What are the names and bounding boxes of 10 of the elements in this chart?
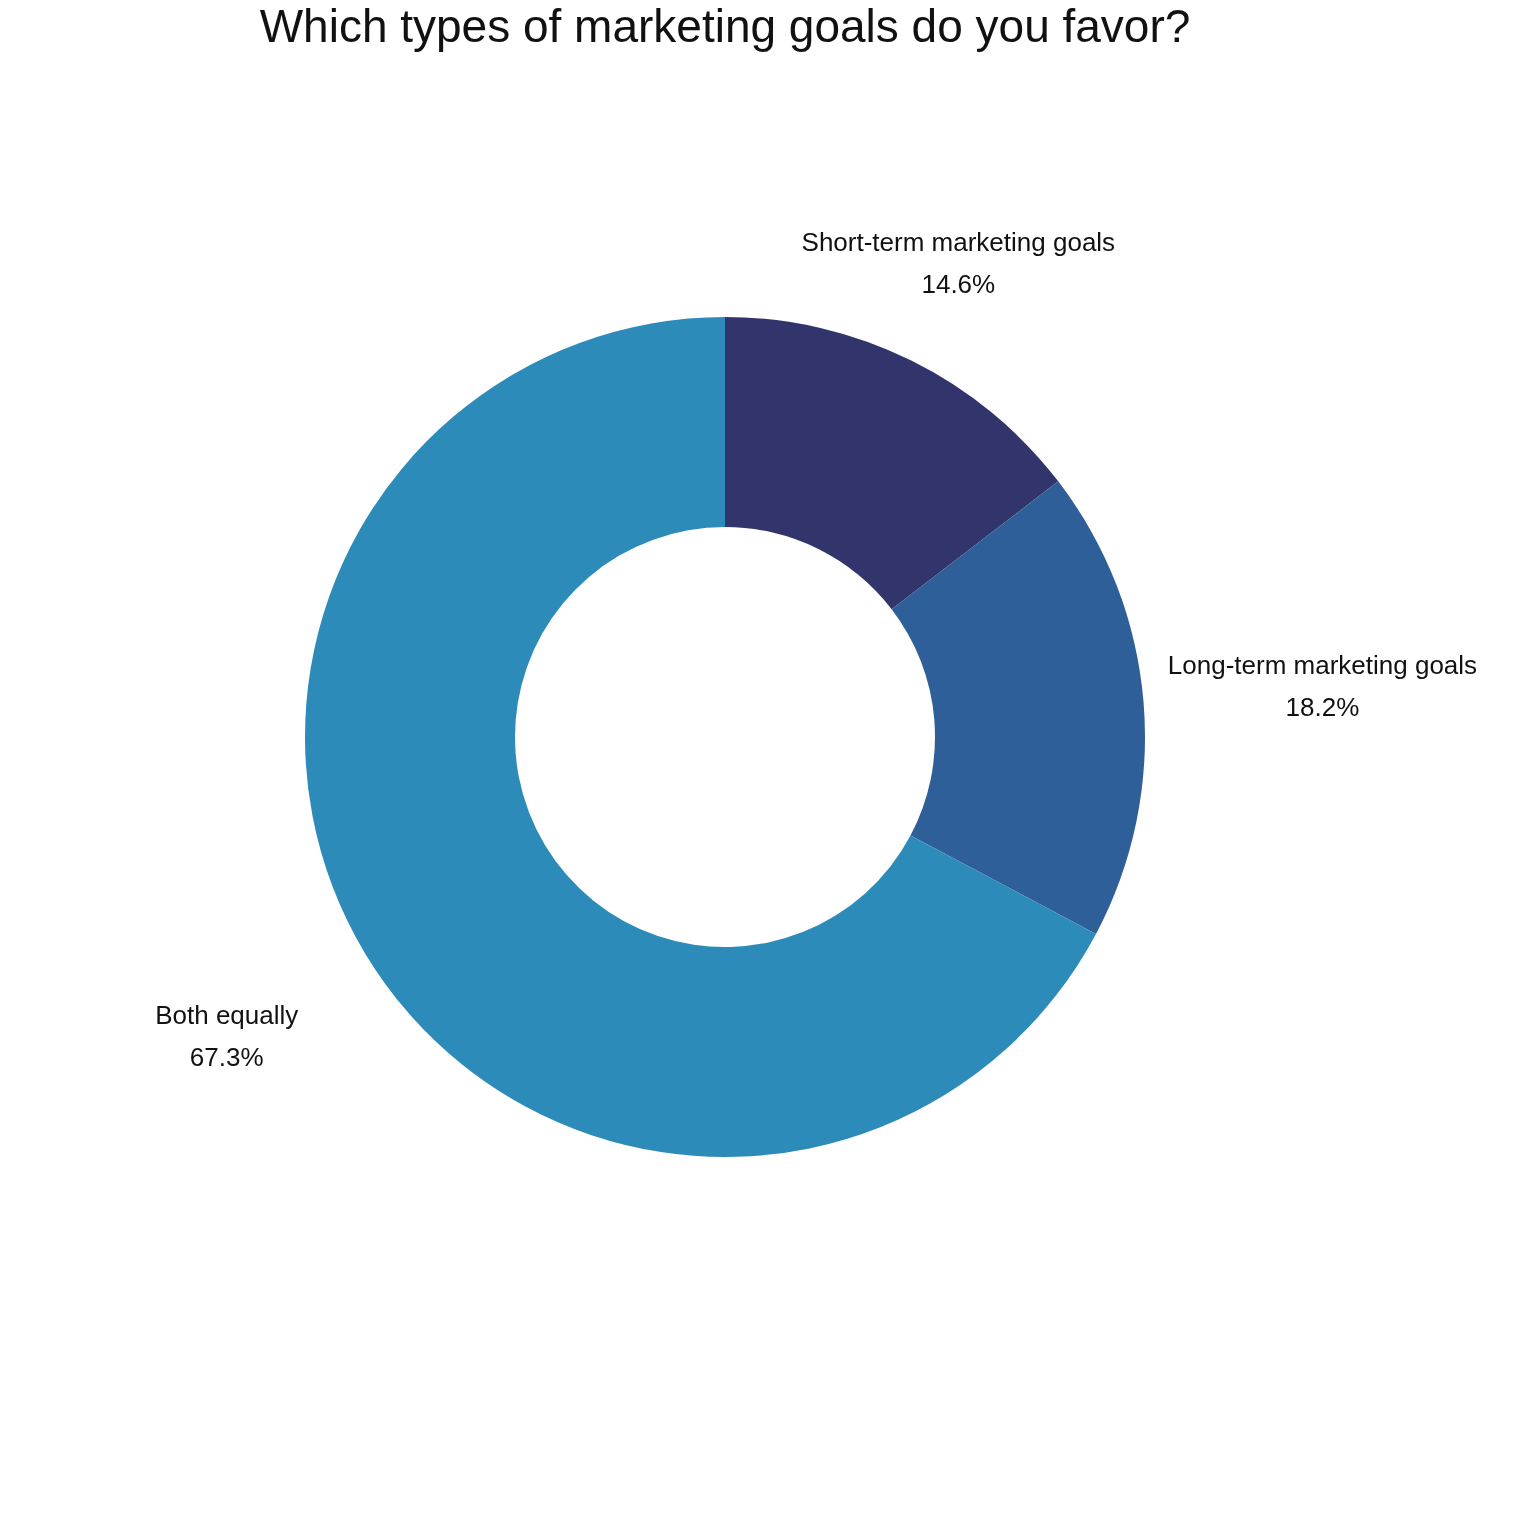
data-label: 14.6%: [921, 268, 996, 299]
slice-label: Both equally: [155, 999, 299, 1030]
donut-slice: [725, 317, 1059, 610]
slice-label: Long-term marketing goals: [1167, 650, 1478, 681]
data-label: 67.3%: [189, 1041, 264, 1072]
donut-slice: [305, 317, 1096, 1157]
chart-title: Which types of marketing goals do you favor?: [259, 0, 1191, 52]
donut-slice: [891, 481, 1145, 934]
slice-label: Short-term marketing goals: [801, 226, 1116, 257]
data-label: 18.2%: [1285, 692, 1360, 723]
